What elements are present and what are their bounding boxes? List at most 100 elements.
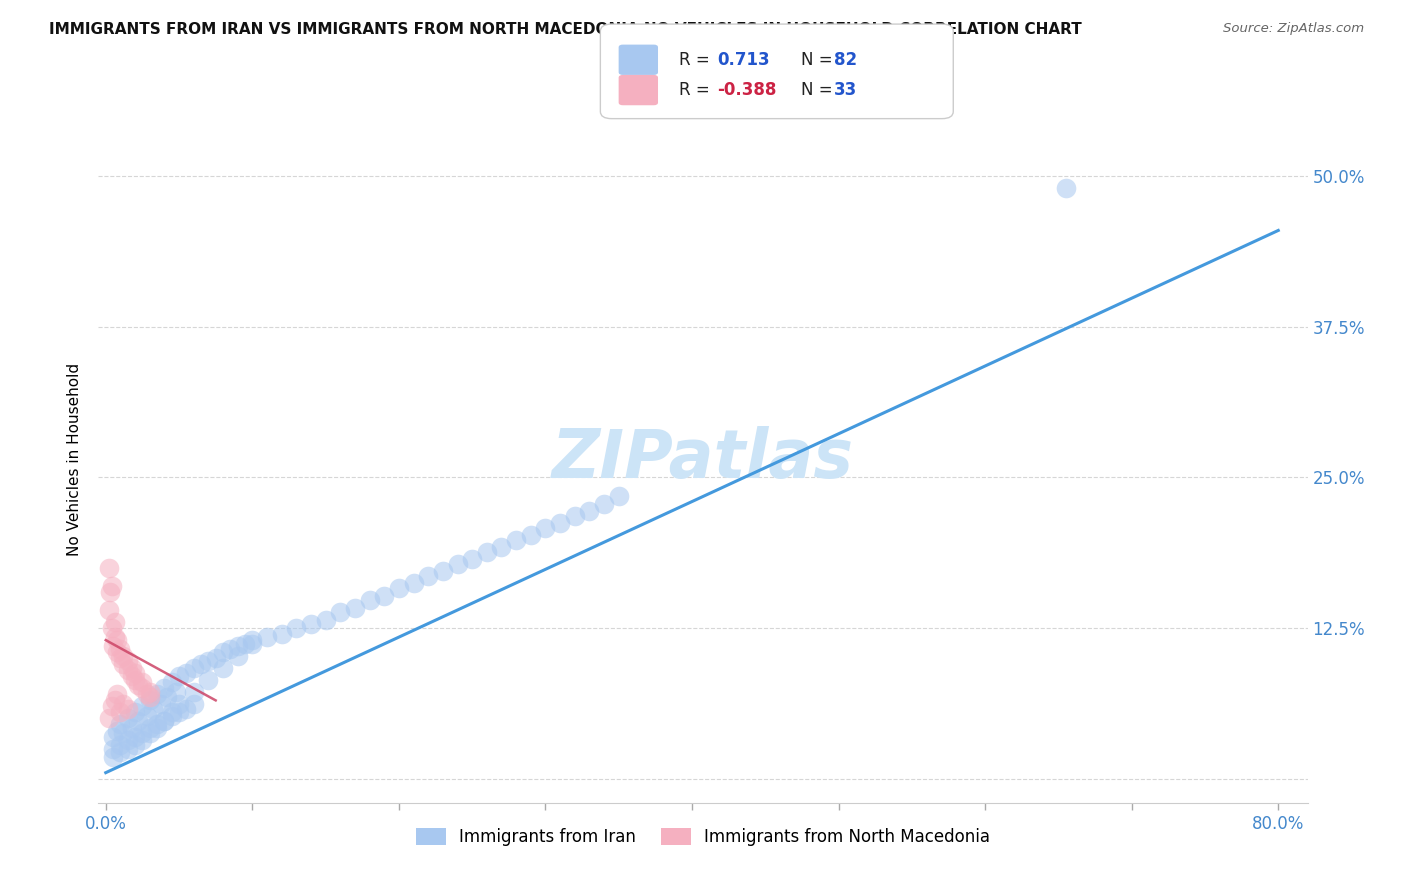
Point xyxy=(153,714,176,728)
Point xyxy=(100,621,122,635)
Point xyxy=(156,690,179,704)
Text: 33: 33 xyxy=(834,81,858,99)
Point xyxy=(103,615,125,629)
Point xyxy=(593,497,616,511)
Point xyxy=(117,663,139,677)
Point xyxy=(131,675,153,690)
Point xyxy=(183,661,205,675)
Text: R =: R = xyxy=(679,81,716,99)
Point xyxy=(121,721,143,735)
Point xyxy=(117,711,139,725)
Point xyxy=(160,709,183,723)
Point xyxy=(1054,181,1077,195)
Point xyxy=(97,603,120,617)
Point xyxy=(107,723,129,738)
Point xyxy=(402,576,425,591)
Point xyxy=(110,706,132,720)
Point xyxy=(124,730,146,744)
Point xyxy=(131,733,153,747)
Point xyxy=(315,613,337,627)
Point xyxy=(226,639,249,653)
Point xyxy=(110,738,132,752)
Point xyxy=(117,733,139,747)
Point xyxy=(131,726,153,740)
Point xyxy=(418,569,440,583)
Point xyxy=(285,621,308,635)
Point xyxy=(124,665,146,680)
Point xyxy=(176,702,198,716)
Point xyxy=(167,669,190,683)
Point xyxy=(150,697,173,711)
Point xyxy=(233,637,256,651)
Point xyxy=(98,585,121,599)
Point xyxy=(160,706,183,720)
Point xyxy=(190,657,212,672)
Point xyxy=(329,606,352,620)
Point xyxy=(388,582,411,596)
Point xyxy=(100,699,122,714)
Point xyxy=(343,600,366,615)
Point xyxy=(212,661,235,675)
Point xyxy=(160,675,183,690)
Point xyxy=(124,738,146,752)
Point xyxy=(491,541,513,555)
Point xyxy=(226,648,249,663)
Point xyxy=(548,516,571,531)
Legend: Immigrants from Iran, Immigrants from North Macedonia: Immigrants from Iran, Immigrants from No… xyxy=(409,822,997,853)
Point xyxy=(183,685,205,699)
Point xyxy=(138,690,160,704)
Text: Source: ZipAtlas.com: Source: ZipAtlas.com xyxy=(1223,22,1364,36)
Point xyxy=(146,717,169,731)
Point xyxy=(183,697,205,711)
Point xyxy=(138,726,160,740)
Point xyxy=(534,521,557,535)
Point xyxy=(446,558,468,572)
Point xyxy=(127,678,149,692)
Point xyxy=(138,693,160,707)
Point xyxy=(121,669,143,683)
Text: -0.388: -0.388 xyxy=(717,81,776,99)
Point xyxy=(101,639,124,653)
Point xyxy=(212,645,235,659)
Point xyxy=(167,706,190,720)
Point xyxy=(112,657,135,672)
Text: N =: N = xyxy=(801,81,838,99)
Point xyxy=(124,673,146,687)
Point xyxy=(197,654,219,668)
Point xyxy=(167,697,190,711)
Point xyxy=(112,648,135,663)
Point xyxy=(240,637,263,651)
Text: N =: N = xyxy=(801,51,838,69)
Point xyxy=(578,504,600,518)
Point xyxy=(204,651,226,665)
Point xyxy=(256,630,278,644)
Point xyxy=(505,533,527,548)
Text: R =: R = xyxy=(679,51,716,69)
Point xyxy=(131,699,153,714)
Point xyxy=(127,714,149,728)
Y-axis label: No Vehicles in Household: No Vehicles in Household xyxy=(67,363,83,556)
Point xyxy=(219,641,242,656)
Point xyxy=(110,717,132,731)
Point xyxy=(607,489,630,503)
Point xyxy=(101,730,124,744)
Point xyxy=(101,741,124,756)
Point xyxy=(373,589,395,603)
Point xyxy=(135,709,157,723)
Point xyxy=(135,687,157,701)
Text: 0.713: 0.713 xyxy=(717,51,769,69)
Point xyxy=(117,702,139,716)
Point xyxy=(107,645,129,659)
Point xyxy=(97,561,120,575)
Point xyxy=(270,627,292,641)
Point xyxy=(107,633,129,648)
Text: IMMIGRANTS FROM IRAN VS IMMIGRANTS FROM NORTH MACEDONIA NO VEHICLES IN HOUSEHOLD: IMMIGRANTS FROM IRAN VS IMMIGRANTS FROM … xyxy=(49,22,1083,37)
Point xyxy=(176,665,198,680)
Text: ZIPatlas: ZIPatlas xyxy=(553,426,853,492)
Point xyxy=(432,565,454,579)
Text: 82: 82 xyxy=(834,51,856,69)
Point xyxy=(124,706,146,720)
Point xyxy=(103,693,125,707)
Point xyxy=(165,685,187,699)
Point xyxy=(112,697,135,711)
